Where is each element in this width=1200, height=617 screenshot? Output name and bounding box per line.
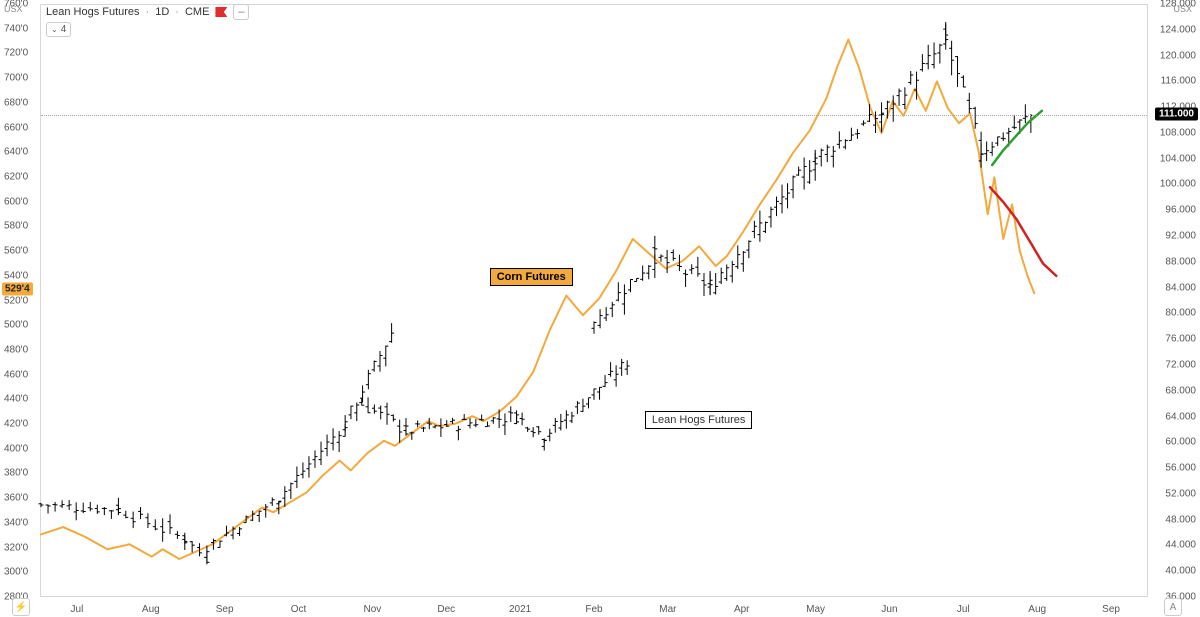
ytick-right: 44.000 xyxy=(1163,540,1198,551)
ytick-right: 64.000 xyxy=(1163,411,1198,422)
ytick-right: 96.000 xyxy=(1163,205,1198,216)
ytick-left: 340'0 xyxy=(2,517,30,528)
xtick: Oct xyxy=(291,604,307,615)
xtick: Nov xyxy=(363,604,381,615)
corn-futures-label[interactable]: Corn Futures xyxy=(490,268,573,286)
left-price-scale[interactable]: 280'0300'0320'0340'0360'0380'0400'0420'0… xyxy=(0,0,38,597)
xtick: Sep xyxy=(1102,604,1120,615)
ytick-left: 300'0 xyxy=(2,567,30,578)
ytick-left: 660'0 xyxy=(2,122,30,133)
xtick: Aug xyxy=(142,604,160,615)
ytick-left: 600'0 xyxy=(2,196,30,207)
xtick: Jun xyxy=(881,604,897,615)
ytick-left: 480'0 xyxy=(2,344,30,355)
xtick: Jul xyxy=(957,604,970,615)
ytick-right: 80.000 xyxy=(1163,308,1198,319)
ytick-right: 128.000 xyxy=(1158,0,1198,10)
chart-header: Lean Hogs Futures · 1D · CME – xyxy=(46,4,249,20)
xtick: Jul xyxy=(71,604,84,615)
ytick-left: 740'0 xyxy=(2,23,30,34)
ytick-left: 760'0 xyxy=(2,0,30,10)
left-price-marker: 529'4 xyxy=(2,282,33,295)
ytick-right: 104.000 xyxy=(1158,153,1198,164)
ytick-left: 500'0 xyxy=(2,320,30,331)
ytick-left: 620'0 xyxy=(2,171,30,182)
ytick-right: 116.000 xyxy=(1159,76,1198,87)
auto-scale-button[interactable]: A xyxy=(1164,598,1182,616)
xtick: Feb xyxy=(585,604,602,615)
xtick: 2021 xyxy=(509,604,531,615)
dot-separator: · xyxy=(175,6,179,18)
ytick-left: 640'0 xyxy=(2,147,30,158)
ytick-right: 76.000 xyxy=(1163,334,1198,345)
chart-root: USX USX Lean Hogs Futures · 1D · CME – ⌄… xyxy=(0,0,1200,617)
chart-svg xyxy=(41,5,1147,596)
collapse-button[interactable]: – xyxy=(233,4,249,20)
xtick: Dec xyxy=(437,604,455,615)
ytick-right: 108.000 xyxy=(1158,127,1198,138)
ytick-left: 680'0 xyxy=(2,97,30,108)
ytick-right: 72.000 xyxy=(1163,359,1198,370)
ytick-left: 700'0 xyxy=(2,73,30,84)
ytick-left: 380'0 xyxy=(2,468,30,479)
xtick: May xyxy=(806,604,825,615)
indicators-count: 4 xyxy=(61,24,67,35)
dot-separator: · xyxy=(146,6,150,18)
xtick: Apr xyxy=(734,604,750,615)
symbol-name[interactable]: Lean Hogs Futures xyxy=(46,6,140,18)
zoom-reset-button[interactable]: ⚡ xyxy=(12,598,30,616)
ytick-left: 460'0 xyxy=(2,369,30,380)
ytick-right: 40.000 xyxy=(1163,566,1198,577)
ytick-right: 100.000 xyxy=(1158,179,1198,190)
ytick-right: 68.000 xyxy=(1163,385,1198,396)
ytick-right: 48.000 xyxy=(1163,514,1198,525)
xtick: Mar xyxy=(659,604,676,615)
ytick-right: 124.000 xyxy=(1158,24,1198,35)
lean-hogs-label[interactable]: Lean Hogs Futures xyxy=(645,411,753,429)
time-scale[interactable]: Jul Aug Sep Oct Nov Dec 2021 Feb Mar Apr May Jun Jul… xyxy=(40,599,1148,617)
ytick-right: 120.000 xyxy=(1158,50,1198,61)
exchange-label[interactable]: CME xyxy=(185,6,209,18)
price-line xyxy=(41,115,1147,116)
interval-label[interactable]: 1D xyxy=(155,6,169,18)
ytick-left: 320'0 xyxy=(2,542,30,553)
ytick-left: 720'0 xyxy=(2,48,30,59)
ytick-left: 520'0 xyxy=(2,295,30,306)
chart-plot-area[interactable]: Corn Futures Lean Hogs Futures xyxy=(40,4,1148,597)
chevron-down-icon: ⌄ xyxy=(51,25,58,34)
ytick-left: 400'0 xyxy=(2,443,30,454)
right-price-marker: 111.000 xyxy=(1155,107,1198,120)
ytick-left: 580'0 xyxy=(2,221,30,232)
ytick-right: 92.000 xyxy=(1163,231,1198,242)
indicators-dropdown[interactable]: ⌄ 4 xyxy=(46,22,71,37)
ytick-right: 56.000 xyxy=(1163,463,1198,474)
ytick-right: 60.000 xyxy=(1163,437,1198,448)
ytick-left: 360'0 xyxy=(2,493,30,504)
ytick-left: 440'0 xyxy=(2,394,30,405)
xtick: Aug xyxy=(1028,604,1046,615)
ytick-right: 84.000 xyxy=(1163,282,1198,293)
xtick: Sep xyxy=(216,604,234,615)
ytick-right: 52.000 xyxy=(1163,488,1198,499)
ytick-left: 540'0 xyxy=(2,270,30,281)
flag-icon xyxy=(215,7,227,17)
right-price-scale[interactable]: 36.00040.00044.00048.00052.00056.00060.0… xyxy=(1150,0,1200,597)
ytick-right: 88.000 xyxy=(1163,256,1198,267)
ytick-left: 420'0 xyxy=(2,419,30,430)
ytick-left: 560'0 xyxy=(2,246,30,257)
